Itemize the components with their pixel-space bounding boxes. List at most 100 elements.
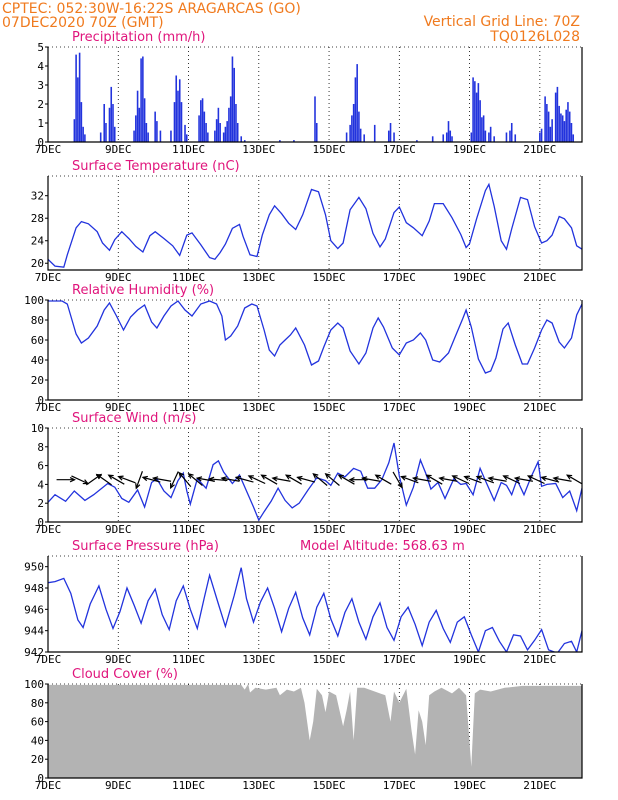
wind-arrow [540,475,560,483]
wind-arrow-shaft [71,475,89,485]
precip-bar [279,140,281,142]
wind-arrow-head [360,476,368,482]
wind-arrow-head [170,482,175,490]
y-tick-label: 80 [31,314,44,327]
plot-area [48,300,582,374]
wind-arrow [475,475,495,484]
y-tick-label: 2 [37,497,44,510]
x-tick-label: 19DEC [453,401,486,414]
precip-bar [136,90,139,142]
precip-bar [547,111,550,142]
wind-arrow [117,475,136,484]
wind-arrow-shaft [452,475,470,485]
wind-arrow-shaft [541,476,560,483]
precip-bar [551,119,553,142]
precip-bar [479,100,481,142]
precip-bar [231,56,234,142]
wind-arrow [187,473,203,486]
precip-bar [112,104,114,142]
y-tick-label: 946 [24,603,44,616]
precip-bar [173,102,176,142]
panel-annotation: Model Altitude: 568.63 m [300,539,465,554]
precip-bar [105,123,107,142]
x-tick-label: 13DEC [242,779,275,792]
wind-arrow-shaft [426,474,443,485]
x-tick-label: 7DEC [35,271,62,284]
precip-bar [540,128,543,142]
wind-arrow-head [526,475,534,481]
precip-bar [451,136,453,142]
wind-arrow-shaft [566,474,582,485]
wind-arrow [502,475,521,485]
wind-arrow-head [107,474,114,480]
panel-frame [47,176,583,271]
wind-arrow [178,471,192,487]
precip-bar [224,126,227,142]
precip-bar [481,117,483,142]
wind-arrow [411,476,432,482]
precip-bar [554,92,557,142]
wind-arrow-shaft [488,477,507,482]
precip-bar [509,130,511,142]
panels-group: Precipitation (mm/h)7DEC 9DEC 11DEC 13DEC 15… [24,30,583,792]
y-tick-label: 60 [31,334,44,347]
x-tick-label: 17DEC [383,271,416,284]
wind-arrow-shaft [362,477,381,482]
x-tick-label: 9DEC [105,779,132,792]
precip-bar [389,123,392,142]
plot-area [48,684,582,778]
y-tick-label: 80 [31,697,44,710]
wind-arrow-shaft [135,471,143,489]
panel-title: Surface Wind (m/s) [72,411,196,426]
wind-arrow [392,471,403,489]
wind-arrow-shaft [221,477,240,482]
wind-arrow [526,475,545,485]
precip-bar [222,132,225,142]
y-tick-label: 944 [24,625,44,638]
wind-arrow-head [552,476,559,482]
wind-arrow-head [208,476,215,482]
wind-arrow-shaft [401,476,419,484]
y-tick-label: 60 [31,716,44,729]
wind-arrow-head [487,476,494,482]
precip-bar [505,132,508,142]
wind-arrow-shaft [553,477,572,482]
precip-bar [482,115,485,142]
y-tick-label: 948 [24,582,44,595]
precip-bar [474,81,476,142]
wind-arrow [107,474,125,485]
wind-arrow [324,473,340,486]
y-tick-label: 942 [24,646,44,659]
wind-arrow-head [324,473,331,479]
wind-arrow-shaft [272,477,291,482]
wind-arrow [284,474,303,485]
precip-bar [449,130,452,142]
x-tick-label: 13DEC [242,523,275,536]
wind-arrow-head [312,473,319,479]
panel-title: Cloud Cover (%) [72,667,178,682]
wind-arrow [220,476,240,482]
temperature-line [48,182,582,268]
precip-bar [359,128,362,142]
wind-arrow [247,475,266,485]
precip-bar [568,111,571,142]
wind-arrow-shaft [170,471,179,489]
precip-bar [477,83,480,142]
wind-arrow-head [95,473,102,480]
precip-bar [236,123,239,142]
precip-bar [315,123,318,142]
x-tick-label: 19DEC [453,779,486,792]
y-tick-label: 950 [24,561,44,574]
x-tick-label: 9DEC [105,653,132,666]
y-tick-label: 0 [37,394,44,407]
precip-bar [170,130,172,142]
wind-arrow [95,473,112,486]
precip-bar [563,121,566,142]
wind-arrow [552,476,572,482]
pressure-line [48,567,582,652]
x-tick-label: 21DEC [523,143,556,156]
precip-bar [514,134,517,142]
x-tick-label: 15DEC [312,143,345,156]
precip-bar [99,132,102,142]
precip-bar [110,86,113,142]
